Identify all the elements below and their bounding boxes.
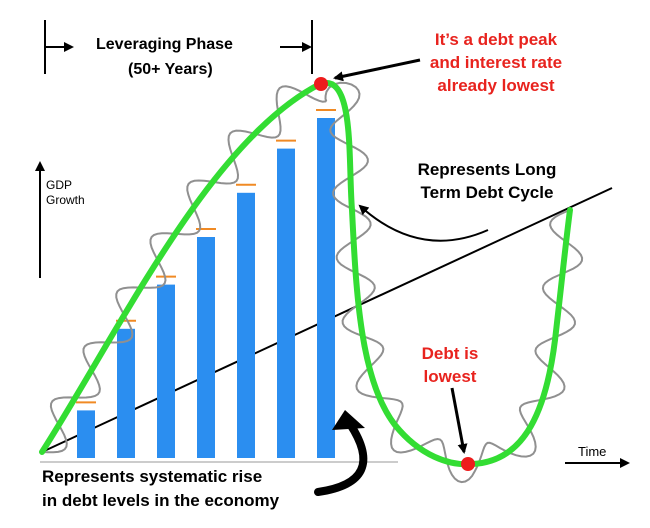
- bars-note-line2: in debt levels in the economy: [42, 491, 280, 510]
- debt-bar-7: [317, 118, 335, 458]
- peak-callout-arrow: [333, 58, 421, 82]
- debt-bar-6: [277, 148, 295, 458]
- phase-years: (50+ Years): [128, 61, 213, 78]
- bars-callout-arrow: [314, 420, 368, 496]
- bars-callout-arrowhead: [332, 410, 365, 430]
- debt-bars: [76, 109, 336, 459]
- long-term-debt-curve: [39, 79, 573, 468]
- peak-callout-line2: and interest rate: [429, 53, 563, 72]
- debt-bar-4: [197, 237, 215, 458]
- peak-callout-line1: It’s a debt peak: [434, 30, 558, 49]
- long-term-callout-arrow: [358, 204, 489, 242]
- bars-note-line1: Represents systematic rise: [42, 467, 263, 486]
- x-axis-label: Time: [578, 444, 607, 459]
- debt-bar-2: [117, 328, 135, 458]
- debt-bar-5: [237, 192, 255, 459]
- y-axis-label-line1: GDP: [46, 178, 73, 192]
- debt-peak-dot: [314, 77, 328, 91]
- phase-title: Leveraging Phase: [96, 36, 233, 53]
- peak-callout-line3: already lowest: [437, 76, 555, 95]
- y-axis-label-line2: Growth: [46, 193, 85, 207]
- debt-low-callout-arrow: [450, 387, 468, 454]
- debt-low-label-line2: lowest: [423, 367, 477, 386]
- debt-low-label-line1: Debt is: [421, 344, 479, 363]
- long-term-label-line2: Term Debt Cycle: [420, 183, 554, 202]
- debt-bar-3: [157, 284, 175, 458]
- long-term-label-line1: Represents Long: [417, 160, 557, 179]
- debt-bar-1: [77, 410, 95, 458]
- debt-low-dot: [461, 457, 475, 471]
